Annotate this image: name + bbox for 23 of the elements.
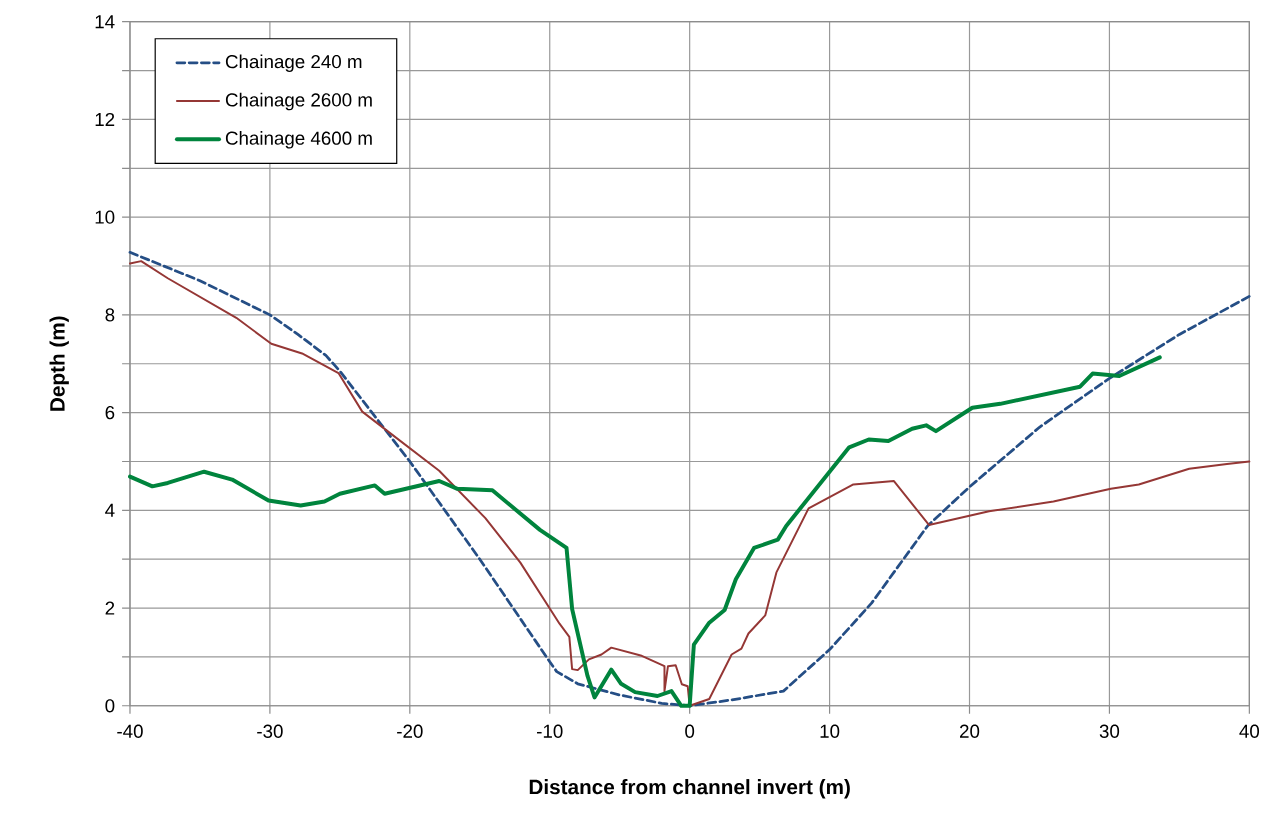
y-tick-label: 12 — [95, 112, 115, 126]
legend-label: Chainage 2600 m — [225, 92, 372, 111]
y-tick-label: 10 — [95, 210, 115, 224]
legend-label: Chainage 240 m — [225, 54, 362, 72]
legend-label: Chainage 4600 m — [225, 130, 372, 149]
y-tick-label: 8 — [105, 308, 115, 322]
x-axis-title: Distance from channel invert (m) — [529, 778, 850, 799]
y-tick-label: 0 — [105, 699, 115, 713]
y-tick-label: 6 — [105, 405, 115, 420]
x-tick-label: 40 — [1239, 724, 1260, 738]
x-tick-label: 30 — [1099, 724, 1120, 738]
x-tick-label: -10 — [537, 724, 563, 738]
x-tick-label: 0 — [685, 724, 695, 738]
x-tick-label: -40 — [117, 724, 143, 738]
y-tick-label: 14 — [95, 15, 115, 29]
y-tick-label: 2 — [105, 601, 115, 615]
y-tick-label: 4 — [105, 503, 115, 517]
x-tick-label: 10 — [820, 724, 840, 738]
line-series — [128, 355, 1162, 708]
x-tick-label: 20 — [960, 724, 980, 738]
x-tick-label: -30 — [257, 724, 283, 738]
y-axis-title: Depth (m) — [49, 316, 69, 411]
x-tick-label: -20 — [397, 724, 423, 738]
